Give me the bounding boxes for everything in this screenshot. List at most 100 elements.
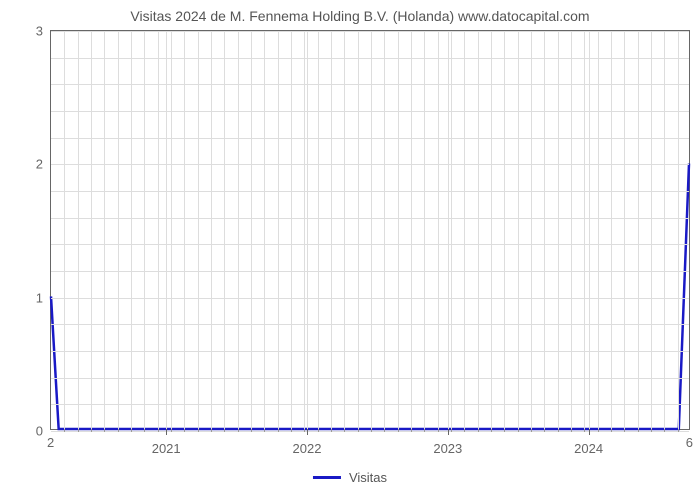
gridline-vertical-minor — [251, 31, 252, 429]
gridline-vertical — [589, 31, 590, 429]
chart-container: Visitas 2024 de M. Fennema Holding B.V. … — [30, 8, 690, 448]
gridline-horizontal — [51, 191, 689, 192]
gridline-vertical-minor — [91, 31, 92, 429]
x-tick-mark-minor — [131, 429, 132, 432]
gridline-vertical-minor — [224, 31, 225, 429]
gridline-vertical-minor — [64, 31, 65, 429]
gridline-vertical-minor — [518, 31, 519, 429]
gridline-horizontal — [51, 31, 689, 32]
gridline-vertical-minor — [651, 31, 652, 429]
gridline-vertical — [307, 31, 308, 429]
x-tick-mark-minor — [331, 429, 332, 432]
x-tick-mark-minor — [158, 429, 159, 432]
gridline-vertical-minor — [171, 31, 172, 429]
x-tick-mark-minor — [198, 429, 199, 432]
gridline-horizontal — [51, 404, 689, 405]
gridline-vertical-minor — [638, 31, 639, 429]
x-axis-right-label: 6 — [686, 435, 693, 450]
x-tick-mark-minor — [464, 429, 465, 432]
x-tick-mark-minor — [504, 429, 505, 432]
gridline-horizontal — [51, 378, 689, 379]
x-tick-mark-minor — [91, 429, 92, 432]
x-tick-mark-minor — [184, 429, 185, 432]
x-tick-mark-minor — [531, 429, 532, 432]
gridline-horizontal — [51, 58, 689, 59]
gridline-vertical-minor — [451, 31, 452, 429]
x-tick-mark-minor — [438, 429, 439, 432]
x-tick-mark-minor — [304, 429, 305, 432]
x-tick-mark-minor — [598, 429, 599, 432]
gridline-horizontal — [51, 324, 689, 325]
plot-area: 2 6 01232021202220232024 — [50, 30, 690, 430]
x-tick-mark-minor — [518, 429, 519, 432]
y-tick-label: 3 — [36, 24, 51, 39]
gridline-vertical-minor — [664, 31, 665, 429]
x-tick-mark-minor — [651, 429, 652, 432]
x-tick-mark-minor — [78, 429, 79, 432]
y-tick-label: 2 — [36, 157, 51, 172]
gridline-vertical-minor — [371, 31, 372, 429]
gridline-vertical-minor — [491, 31, 492, 429]
gridline-vertical-minor — [598, 31, 599, 429]
x-tick-mark-minor — [344, 429, 345, 432]
x-tick-mark-minor — [384, 429, 385, 432]
x-tick-mark-minor — [491, 429, 492, 432]
x-tick-mark-minor — [571, 429, 572, 432]
gridline-vertical-minor — [478, 31, 479, 429]
x-tick-mark-minor — [251, 429, 252, 432]
gridline-vertical-minor — [504, 31, 505, 429]
gridline-vertical-minor — [411, 31, 412, 429]
x-tick-mark-minor — [291, 429, 292, 432]
gridline-horizontal — [51, 351, 689, 352]
x-tick-mark-minor — [144, 429, 145, 432]
gridline-vertical-minor — [571, 31, 572, 429]
gridline-vertical-minor — [678, 31, 679, 429]
gridline-horizontal — [51, 111, 689, 112]
gridline-vertical-minor — [624, 31, 625, 429]
gridline-horizontal — [51, 138, 689, 139]
gridline-horizontal — [51, 84, 689, 85]
chart-title: Visitas 2024 de M. Fennema Holding B.V. … — [30, 8, 690, 24]
gridline-horizontal — [51, 244, 689, 245]
y-tick-label: 1 — [36, 290, 51, 305]
gridline-vertical-minor — [464, 31, 465, 429]
x-tick-mark-minor — [624, 429, 625, 432]
gridline-vertical-minor — [238, 31, 239, 429]
x-tick-mark-minor — [211, 429, 212, 432]
gridline-vertical-minor — [184, 31, 185, 429]
gridline-vertical-minor — [304, 31, 305, 429]
x-tick-mark-minor — [664, 429, 665, 432]
gridline-vertical-minor — [104, 31, 105, 429]
x-tick-mark — [589, 429, 590, 435]
x-tick-mark — [448, 429, 449, 435]
x-tick-mark — [166, 429, 167, 435]
gridline-vertical-minor — [424, 31, 425, 429]
gridline-vertical-minor — [384, 31, 385, 429]
x-tick-mark-minor — [584, 429, 585, 432]
gridline-vertical-minor — [278, 31, 279, 429]
x-tick-mark-minor — [544, 429, 545, 432]
legend: Visitas — [313, 470, 387, 485]
gridline-vertical-minor — [611, 31, 612, 429]
gridline-vertical-minor — [438, 31, 439, 429]
gridline-vertical-minor — [131, 31, 132, 429]
x-tick-mark-minor — [358, 429, 359, 432]
legend-label: Visitas — [349, 470, 387, 485]
gridline-horizontal — [51, 298, 689, 299]
x-tick-mark-minor — [64, 429, 65, 432]
x-tick-mark-minor — [224, 429, 225, 432]
x-tick-mark-minor — [371, 429, 372, 432]
gridline-vertical-minor — [344, 31, 345, 429]
x-tick-mark-minor — [638, 429, 639, 432]
gridline-vertical-minor — [558, 31, 559, 429]
gridline-vertical-minor — [144, 31, 145, 429]
x-tick-mark-minor — [264, 429, 265, 432]
x-tick-mark-minor — [118, 429, 119, 432]
gridline-horizontal — [51, 218, 689, 219]
legend-swatch — [313, 476, 341, 479]
gridline-horizontal — [51, 271, 689, 272]
gridline-vertical-minor — [264, 31, 265, 429]
x-tick-mark-minor — [611, 429, 612, 432]
data-line — [51, 31, 689, 429]
x-tick-mark — [307, 429, 308, 435]
